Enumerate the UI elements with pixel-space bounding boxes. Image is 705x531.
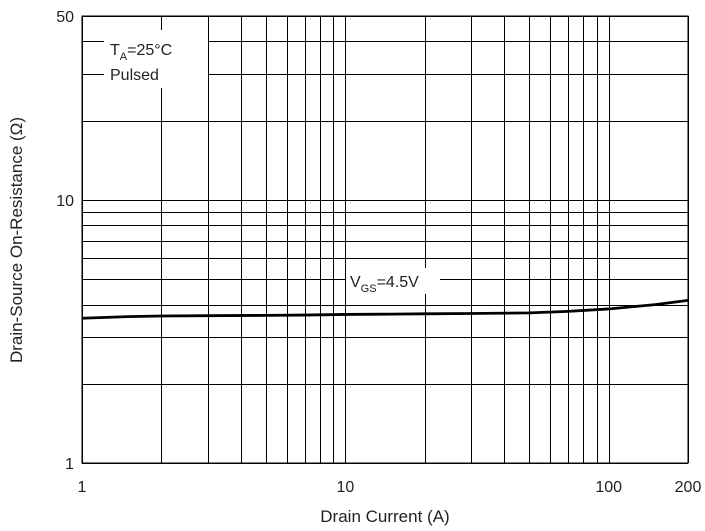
- condition-label-bg: [104, 30, 208, 88]
- plot-frame: [81, 15, 689, 464]
- y-tick-label: 50: [56, 9, 74, 26]
- y-tick-label: 1: [65, 456, 74, 473]
- x-tick-label: 10: [336, 479, 354, 496]
- curve-label-bg: [346, 268, 440, 294]
- y-axis-label: Drain-Source On-Resistance (Ω): [7, 117, 26, 363]
- x-tick-labels: 1 10 100 200: [78, 479, 702, 496]
- condition-mode-label: Pulsed: [110, 67, 159, 84]
- x-axis-label: Drain Current (A): [320, 507, 449, 526]
- x-tick-label: 1: [78, 479, 87, 496]
- y-tick-label: 10: [56, 193, 74, 210]
- x-tick-label: 100: [595, 479, 622, 496]
- y-tick-labels: 1 10 50: [56, 9, 74, 473]
- x-tick-label: 200: [675, 479, 702, 496]
- series-line-vgs-4.5v: [81, 299, 689, 320]
- condition-temp-label: TA=25°C: [110, 42, 172, 63]
- curve-label: VGS=4.5V: [350, 274, 419, 295]
